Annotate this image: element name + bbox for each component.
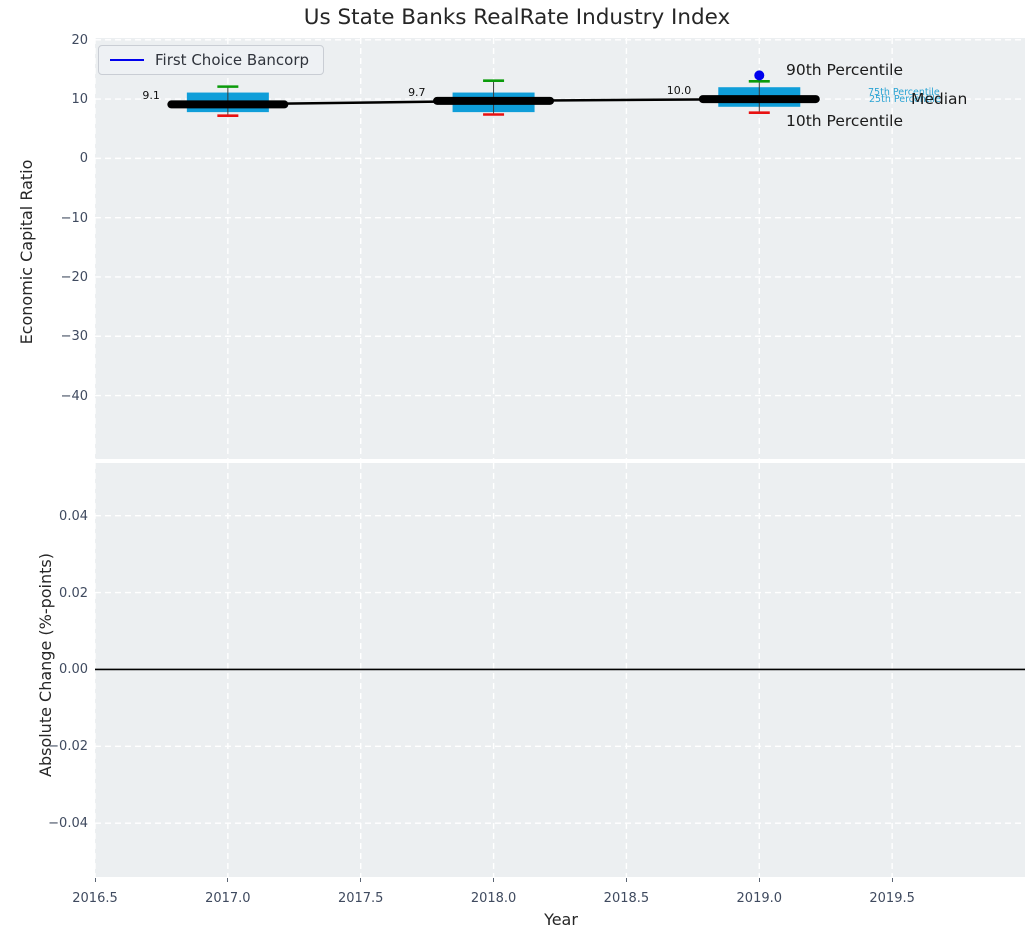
x-tick-label: 2016.5 [72, 891, 118, 906]
top-plot-canvas [95, 38, 1025, 459]
y-tick-label: −10 [60, 210, 88, 226]
y-tick-label: 10 [71, 92, 88, 108]
legend-line-sample [110, 59, 144, 61]
annotation-90th-percentile: 90th Percentile [786, 61, 904, 79]
x-tick-label: 2019.0 [736, 891, 783, 906]
chart-title: Us State Banks RealRate Industry Index [303, 5, 731, 30]
bottom-plot-area [95, 463, 1025, 877]
annotation-median: Median [911, 90, 968, 108]
x-tick-mark [227, 877, 229, 882]
company-point [754, 70, 765, 81]
x-tick-mark [891, 877, 893, 882]
median-value-label: 9.1 [142, 89, 160, 103]
y-tick-label: 20 [71, 32, 88, 48]
y-tick-label: 0.04 [59, 508, 88, 524]
x-tick-label: 2017.0 [205, 891, 251, 906]
y-tick-label: 0 [79, 151, 88, 167]
y-tick-label: −30 [60, 329, 88, 345]
y-tick-label: −0.04 [48, 816, 88, 832]
x-tick-label: 2018.0 [470, 891, 517, 906]
bottom-plot-canvas [95, 463, 1025, 877]
x-tick-label: 2017.5 [337, 891, 384, 906]
x-tick-label: 2018.5 [603, 891, 650, 906]
x-tick-mark [758, 877, 760, 882]
annotation-10th-percentile: 10th Percentile [786, 112, 904, 130]
legend-label: First Choice Bancorp [155, 51, 310, 69]
annotation-75th-percentile: 75th Percentile [868, 87, 940, 98]
annotation-25th-percentile: 25th Percentile [869, 94, 941, 105]
legend: First Choice Bancorp [98, 45, 325, 75]
y-tick-label: −0.02 [48, 739, 88, 755]
y-tick-label: −40 [60, 388, 88, 404]
x-tick-mark [493, 877, 495, 882]
x-axis-label: Year [544, 910, 578, 929]
x-tick-label: 2019.5 [869, 891, 915, 906]
top-plot-area: First Choice Bancorp 90th Percentile 75t… [95, 38, 1025, 459]
y-tick-label: −20 [60, 269, 88, 285]
x-tick-mark [360, 877, 362, 882]
y-tick-label: 0.02 [59, 585, 88, 601]
y-tick-label: 0.00 [59, 662, 88, 678]
x-tick-mark [625, 877, 627, 882]
median-value-label: 10.0 [666, 84, 692, 98]
x-tick-mark [94, 877, 96, 882]
median-value-label: 9.7 [408, 85, 426, 99]
